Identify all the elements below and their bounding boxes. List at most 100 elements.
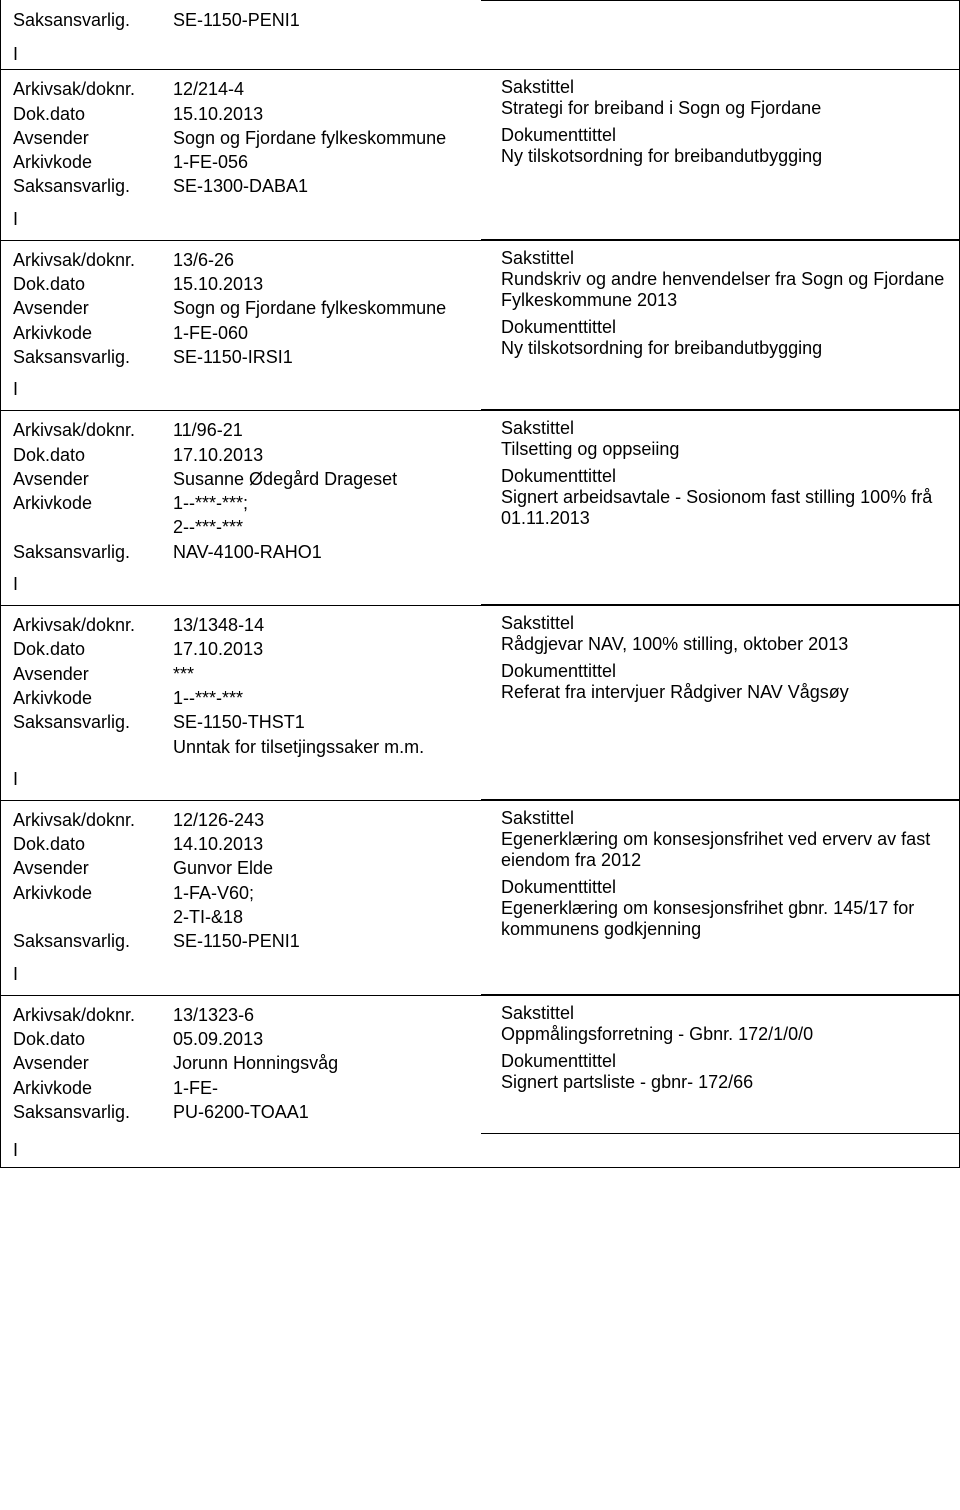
label-saksansvarlig: Saksansvarlig. <box>13 174 173 198</box>
value-sakstittel: Strategi for breiband i Sogn og Fjordane <box>501 98 947 119</box>
value-saksansvarlig: SE-1150-PENI1 <box>173 929 493 953</box>
value-arkivkode: 1-FE- <box>173 1076 493 1100</box>
label-arkivkode: Arkivkode <box>13 1076 173 1100</box>
label-arkivsak: Arkivsak/doknr. <box>13 418 173 442</box>
value-saksansvarlig: PU-6200-TOAA1 <box>173 1100 493 1124</box>
label-avsender: Avsender <box>13 296 173 320</box>
record: Arkivsak/doknr.13/6-26Dok.dato15.10.2013… <box>1 240 959 410</box>
marker-i: I <box>13 960 947 985</box>
label-avsender: Avsender <box>13 467 173 491</box>
label-saksansvarlig: Saksansvarlig. <box>13 710 173 759</box>
label-dokumenttittel: Dokumenttittel <box>501 317 947 338</box>
value-arkivkode: 1--***-*** <box>173 686 493 710</box>
value-arkivkode: 1-FE-056 <box>173 150 493 174</box>
label-dokumenttittel: Dokumenttittel <box>501 661 947 682</box>
label-sakstittel: Sakstittel <box>501 77 947 98</box>
value-avsender: Jorunn Honningsvåg <box>173 1051 493 1075</box>
value-arkivsak: 13/1348-14 <box>173 613 493 637</box>
value-sakstittel: Tilsetting og oppseiing <box>501 439 947 460</box>
value-dokdato: 14.10.2013 <box>173 832 493 856</box>
record: Arkivsak/doknr.13/1323-6Dok.dato05.09.20… <box>1 995 959 1134</box>
record: Arkivsak/doknr.12/214-4Dok.dato15.10.201… <box>1 69 959 239</box>
marker-i-bottom: I <box>1 1134 959 1167</box>
value-dokumenttittel: Ny tilskotsordning for breibandutbygging <box>501 146 947 167</box>
value-dokdato: 05.09.2013 <box>173 1027 493 1051</box>
label-arkivsak: Arkivsak/doknr. <box>13 77 173 101</box>
value-dokdato: 17.10.2013 <box>173 637 493 661</box>
label-dokdato: Dok.dato <box>13 102 173 126</box>
label-dokdato: Dok.dato <box>13 637 173 661</box>
value-saksansvarlig: NAV-4100-RAHO1 <box>173 540 493 564</box>
label-sakstittel: Sakstittel <box>501 418 947 439</box>
label-arkivkode: Arkivkode <box>13 321 173 345</box>
label-avsender: Avsender <box>13 126 173 150</box>
value-avsender: Sogn og Fjordane fylkeskommune <box>173 126 493 150</box>
value-avsender: Susanne Ødegård Drageset <box>173 467 493 491</box>
label-avsender: Avsender <box>13 1051 173 1075</box>
label-saksansvarlig: Saksansvarlig. <box>13 345 173 369</box>
value-dokumenttittel: Signert partsliste - gbnr- 172/66 <box>501 1072 947 1093</box>
value-dokdato: 15.10.2013 <box>173 102 493 126</box>
value-dokumenttittel: Egenerklæring om konsesjonsfrihet gbnr. … <box>501 898 947 940</box>
label-dokumenttittel: Dokumenttittel <box>501 877 947 898</box>
label-avsender: Avsender <box>13 662 173 686</box>
record-top: Saksansvarlig. SE-1150-PENI1 I <box>1 0 959 69</box>
value-saksansvarlig: SE-1150-IRSI1 <box>173 345 493 369</box>
value-arkivsak: 13/1323-6 <box>173 1003 493 1027</box>
label-dokumenttittel: Dokumenttittel <box>501 1051 947 1072</box>
label-dokdato: Dok.dato <box>13 832 173 856</box>
marker-i: I <box>13 375 947 400</box>
label-saksansvarlig: Saksansvarlig. <box>13 540 173 564</box>
label-arkivkode: Arkivkode <box>13 686 173 710</box>
record: Arkivsak/doknr.12/126-243Dok.dato14.10.2… <box>1 800 959 995</box>
label-dokdato: Dok.dato <box>13 1027 173 1051</box>
label-arkivsak: Arkivsak/doknr. <box>13 248 173 272</box>
marker-i: I <box>13 205 947 230</box>
label-sakstittel: Sakstittel <box>501 1003 947 1024</box>
value-sakstittel: Rundskriv og andre henvendelser fra Sogn… <box>501 269 947 311</box>
value-sakstittel: Egenerklæring om konsesjonsfrihet ved er… <box>501 829 947 871</box>
label-avsender: Avsender <box>13 856 173 880</box>
marker-i: I <box>13 765 947 790</box>
label-sakstittel: Sakstittel <box>501 248 947 269</box>
value-saksansvarlig: SE-1300-DABA1 <box>173 174 493 198</box>
value-dokdato: 17.10.2013 <box>173 443 493 467</box>
label-saksansvarlig: Saksansvarlig. <box>13 1100 173 1124</box>
value-dokumenttittel: Signert arbeidsavtale - Sosionom fast st… <box>501 487 947 529</box>
record: Arkivsak/doknr.13/1348-14Dok.dato17.10.2… <box>1 605 959 800</box>
value-arkivsak: 12/126-243 <box>173 808 493 832</box>
value-arkivsak: 11/96-21 <box>173 418 493 442</box>
label-saksansvarlig: Saksansvarlig. <box>13 8 173 32</box>
label-arkivkode: Arkivkode <box>13 491 173 540</box>
label-dokumenttittel: Dokumenttittel <box>501 466 947 487</box>
value-avsender: *** <box>173 662 493 686</box>
label-arkivkode: Arkivkode <box>13 150 173 174</box>
value-arkivsak: 12/214-4 <box>173 77 493 101</box>
label-dokdato: Dok.dato <box>13 272 173 296</box>
value-dokumenttittel: Referat fra intervjuer Rådgiver NAV Vågs… <box>501 682 947 703</box>
value-dokdato: 15.10.2013 <box>173 272 493 296</box>
label-sakstittel: Sakstittel <box>501 613 947 634</box>
value-arkivsak: 13/6-26 <box>173 248 493 272</box>
value-saksansvarlig-top: SE-1150-PENI1 <box>173 8 493 32</box>
label-arkivsak: Arkivsak/doknr. <box>13 1003 173 1027</box>
label-dokumenttittel: Dokumenttittel <box>501 125 947 146</box>
value-arkivkode: 1--***-***; 2--***-*** <box>173 491 493 540</box>
record: Arkivsak/doknr.11/96-21Dok.dato17.10.201… <box>1 410 959 605</box>
value-avsender: Sogn og Fjordane fylkeskommune <box>173 296 493 320</box>
label-arkivsak: Arkivsak/doknr. <box>13 808 173 832</box>
marker-i: I <box>13 570 947 595</box>
value-sakstittel: Oppmålingsforretning - Gbnr. 172/1/0/0 <box>501 1024 947 1045</box>
marker-i: I <box>13 38 947 65</box>
label-arkivkode: Arkivkode <box>13 881 173 930</box>
label-dokdato: Dok.dato <box>13 443 173 467</box>
page-container: Saksansvarlig. SE-1150-PENI1 I Arkivsak/… <box>0 0 960 1168</box>
value-arkivkode: 1-FA-V60; 2-TI-&18 <box>173 881 493 930</box>
value-sakstittel: Rådgjevar NAV, 100% stilling, oktober 20… <box>501 634 947 655</box>
value-avsender: Gunvor Elde <box>173 856 493 880</box>
value-arkivkode: 1-FE-060 <box>173 321 493 345</box>
label-arkivsak: Arkivsak/doknr. <box>13 613 173 637</box>
label-sakstittel: Sakstittel <box>501 808 947 829</box>
value-dokumenttittel: Ny tilskotsordning for breibandutbygging <box>501 338 947 359</box>
label-saksansvarlig: Saksansvarlig. <box>13 929 173 953</box>
